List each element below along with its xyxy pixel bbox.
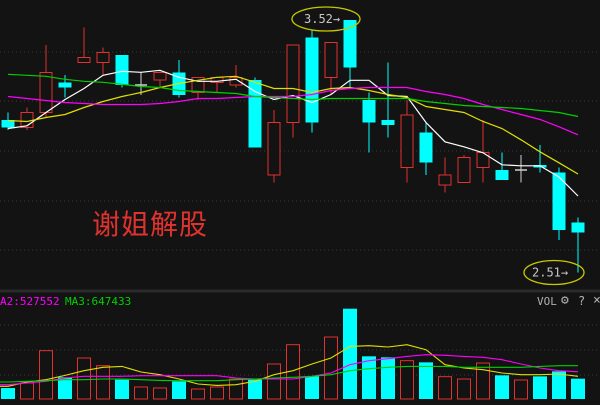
candle-body-up [324,42,338,78]
volume-bar-up [39,350,53,400]
watermark-text: 谢姐解股 [92,208,209,241]
volume-bar-down [1,388,15,399]
price-ma-line-4 [7,73,579,118]
volume-bar-up [20,382,34,400]
candle-body-down [58,82,72,88]
volume-bar-down [381,357,395,399]
candle-body-up [286,44,300,123]
vol-ma2-legend: A2:527552 [0,295,60,308]
volume-bar-down [58,377,72,399]
candle-body-down [571,222,585,233]
volume-ma-line-2 [0,354,579,386]
price-ma-line-3 [7,86,579,136]
volume-bar-down [115,379,129,399]
volume-bar-up [457,378,471,400]
volume-bar-up [514,379,528,400]
candle-body-up [96,52,110,63]
candle-body-down [1,120,15,128]
volume-bar-down [172,381,186,399]
price-ma-line-2 [7,75,579,175]
volume-bar-down [533,376,547,399]
volume-bar-down [248,379,262,399]
volume-bar-up [267,363,281,400]
candle-body-down [362,100,376,123]
candle-body-up [438,174,452,186]
candle-body-up [77,57,91,63]
candle-body-down [419,132,433,163]
volume-bar-up [438,376,452,400]
candle-body-down [381,120,395,125]
candle-body-down [115,55,129,85]
volume-bar-down [362,356,376,399]
candle-body-up [267,122,281,176]
candle-body-down [305,37,319,123]
volume-bar-down [419,362,433,399]
volume-ma-line-1 [0,344,579,387]
volume-bar-up [191,388,205,400]
volume-bar-up [153,387,167,400]
candle-body-down [495,170,509,180]
candle-body-up [400,114,414,168]
volume-bar-down [343,308,357,399]
volume-bar-down [552,371,566,399]
candle-body-down [248,80,262,148]
volume-bar-down [305,376,319,399]
gear-icon[interactable]: ⚙ [561,293,569,308]
annotation-ellipse-low [523,259,585,286]
volume-bar-up [229,378,243,400]
volume-bar-up [400,360,414,400]
volume-bar-up [134,386,148,400]
volume-bar-up [96,365,110,400]
volume-bar-up [210,386,224,400]
volume-bar-up [324,336,338,400]
volume-ma-line-3 [0,365,578,383]
close-icon[interactable]: × [593,293,600,308]
candle-body-up [153,72,167,81]
volume-bar-down [571,378,585,399]
annotation-high-price: 3.52→ [304,12,340,26]
volume-bar-down [495,375,509,399]
candle-body-up [229,77,243,86]
help-button[interactable]: ? [578,294,586,308]
annotation-low-price: 2.51→ [532,266,568,280]
vol-indicator-label[interactable]: VOL [537,295,557,308]
candle-body-up [457,157,471,183]
vol-ma3-legend: MA3:647433 [65,295,132,308]
annotation-ellipse-high [291,6,361,32]
volume-bar-up [77,357,91,400]
price-ma-line-1 [7,69,579,197]
candle-body-down [552,172,566,230]
candle-body-down [343,20,357,68]
volume-bar-up [476,362,490,400]
candle-body-up [39,72,53,113]
